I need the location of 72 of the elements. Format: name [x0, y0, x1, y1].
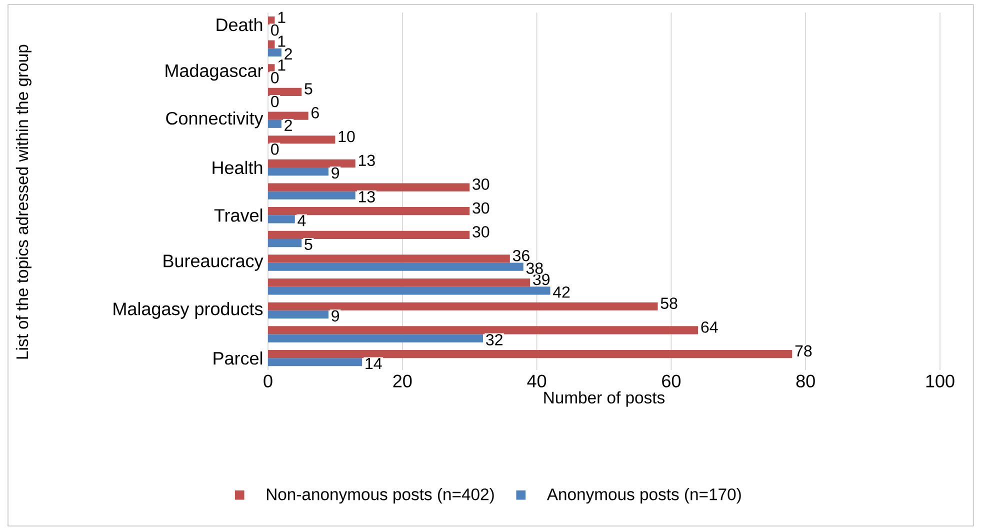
- bar: [268, 302, 658, 310]
- data-label: 0: [271, 24, 279, 36]
- y-tick-label: Death: [216, 18, 262, 32]
- bar: [268, 334, 484, 342]
- data-label: 1: [278, 12, 286, 23]
- data-label: 6: [312, 107, 319, 118]
- bar: [268, 326, 698, 334]
- y-tick-label: Madagascar: [166, 64, 263, 81]
- y-tick-label: Malagasy products: [114, 302, 263, 319]
- bar: [268, 40, 275, 48]
- bar: [268, 262, 524, 271]
- data-label: 30: [472, 202, 490, 214]
- x-tick-label: 100: [926, 374, 954, 388]
- bar: [268, 238, 302, 248]
- x-tick-label: 0: [264, 374, 272, 388]
- bar: [268, 278, 530, 287]
- data-label: 2: [284, 48, 292, 60]
- bar: [268, 112, 308, 120]
- data-label: 0: [271, 96, 279, 108]
- y-axis-title: List of the topics adressed within the group: [16, 44, 32, 359]
- bar: [268, 207, 470, 216]
- y-tick-label: Health: [212, 160, 262, 174]
- data-label: 42: [553, 286, 570, 298]
- data-label: 32: [486, 334, 502, 346]
- data-label: 0: [271, 72, 279, 84]
- data-label: 5: [304, 83, 312, 94]
- bar: [268, 159, 356, 168]
- x-tick-label: 60: [662, 374, 681, 388]
- x-tick-label: 20: [393, 374, 412, 388]
- data-label: 30: [472, 226, 490, 238]
- bar: [268, 136, 336, 144]
- bar: [268, 191, 356, 200]
- y-tick-label: Bureaucracy: [164, 254, 264, 271]
- data-label: 38: [526, 262, 543, 274]
- data-label: 1: [278, 60, 286, 71]
- x-axis-title: Number of posts: [544, 391, 665, 407]
- y-tick-label: Parcel: [214, 351, 262, 365]
- x-tick-label: 40: [527, 374, 546, 388]
- y-tick-label: Connectivity: [166, 111, 264, 128]
- data-label: 13: [358, 191, 375, 202]
- data-label: 58: [660, 298, 678, 309]
- bar: [268, 88, 302, 96]
- x-tick-label: 80: [796, 374, 815, 388]
- data-label: 30: [472, 178, 490, 190]
- data-label: 2: [284, 120, 292, 131]
- bar: [268, 48, 282, 56]
- data-label: 64: [701, 321, 718, 333]
- data-label: 0: [271, 143, 279, 155]
- bar: [268, 215, 295, 224]
- data-label: 10: [338, 130, 355, 142]
- data-label: 36: [512, 250, 530, 262]
- bar: [268, 350, 792, 358]
- bar: [268, 310, 328, 319]
- bar: [268, 168, 328, 176]
- y-tick-label: Travel: [214, 208, 262, 222]
- data-label: 13: [358, 154, 375, 166]
- bar: [268, 230, 470, 239]
- bar: [268, 120, 282, 128]
- data-label: 9: [332, 310, 340, 322]
- bar: [268, 254, 510, 263]
- bar: [268, 358, 362, 366]
- bar: [268, 286, 550, 295]
- data-label: 4: [298, 215, 306, 226]
- data-label: 9: [332, 167, 340, 179]
- data-label: 78: [795, 345, 812, 357]
- data-label: 5: [304, 238, 312, 250]
- legend-label: Non-anonymous posts (n=402): [266, 488, 494, 504]
- bar: [268, 183, 470, 192]
- data-label: 1: [278, 36, 286, 47]
- data-label: 14: [366, 358, 382, 370]
- legend-label: Anonymous posts (n=170): [546, 488, 741, 504]
- data-label: 39: [533, 274, 550, 286]
